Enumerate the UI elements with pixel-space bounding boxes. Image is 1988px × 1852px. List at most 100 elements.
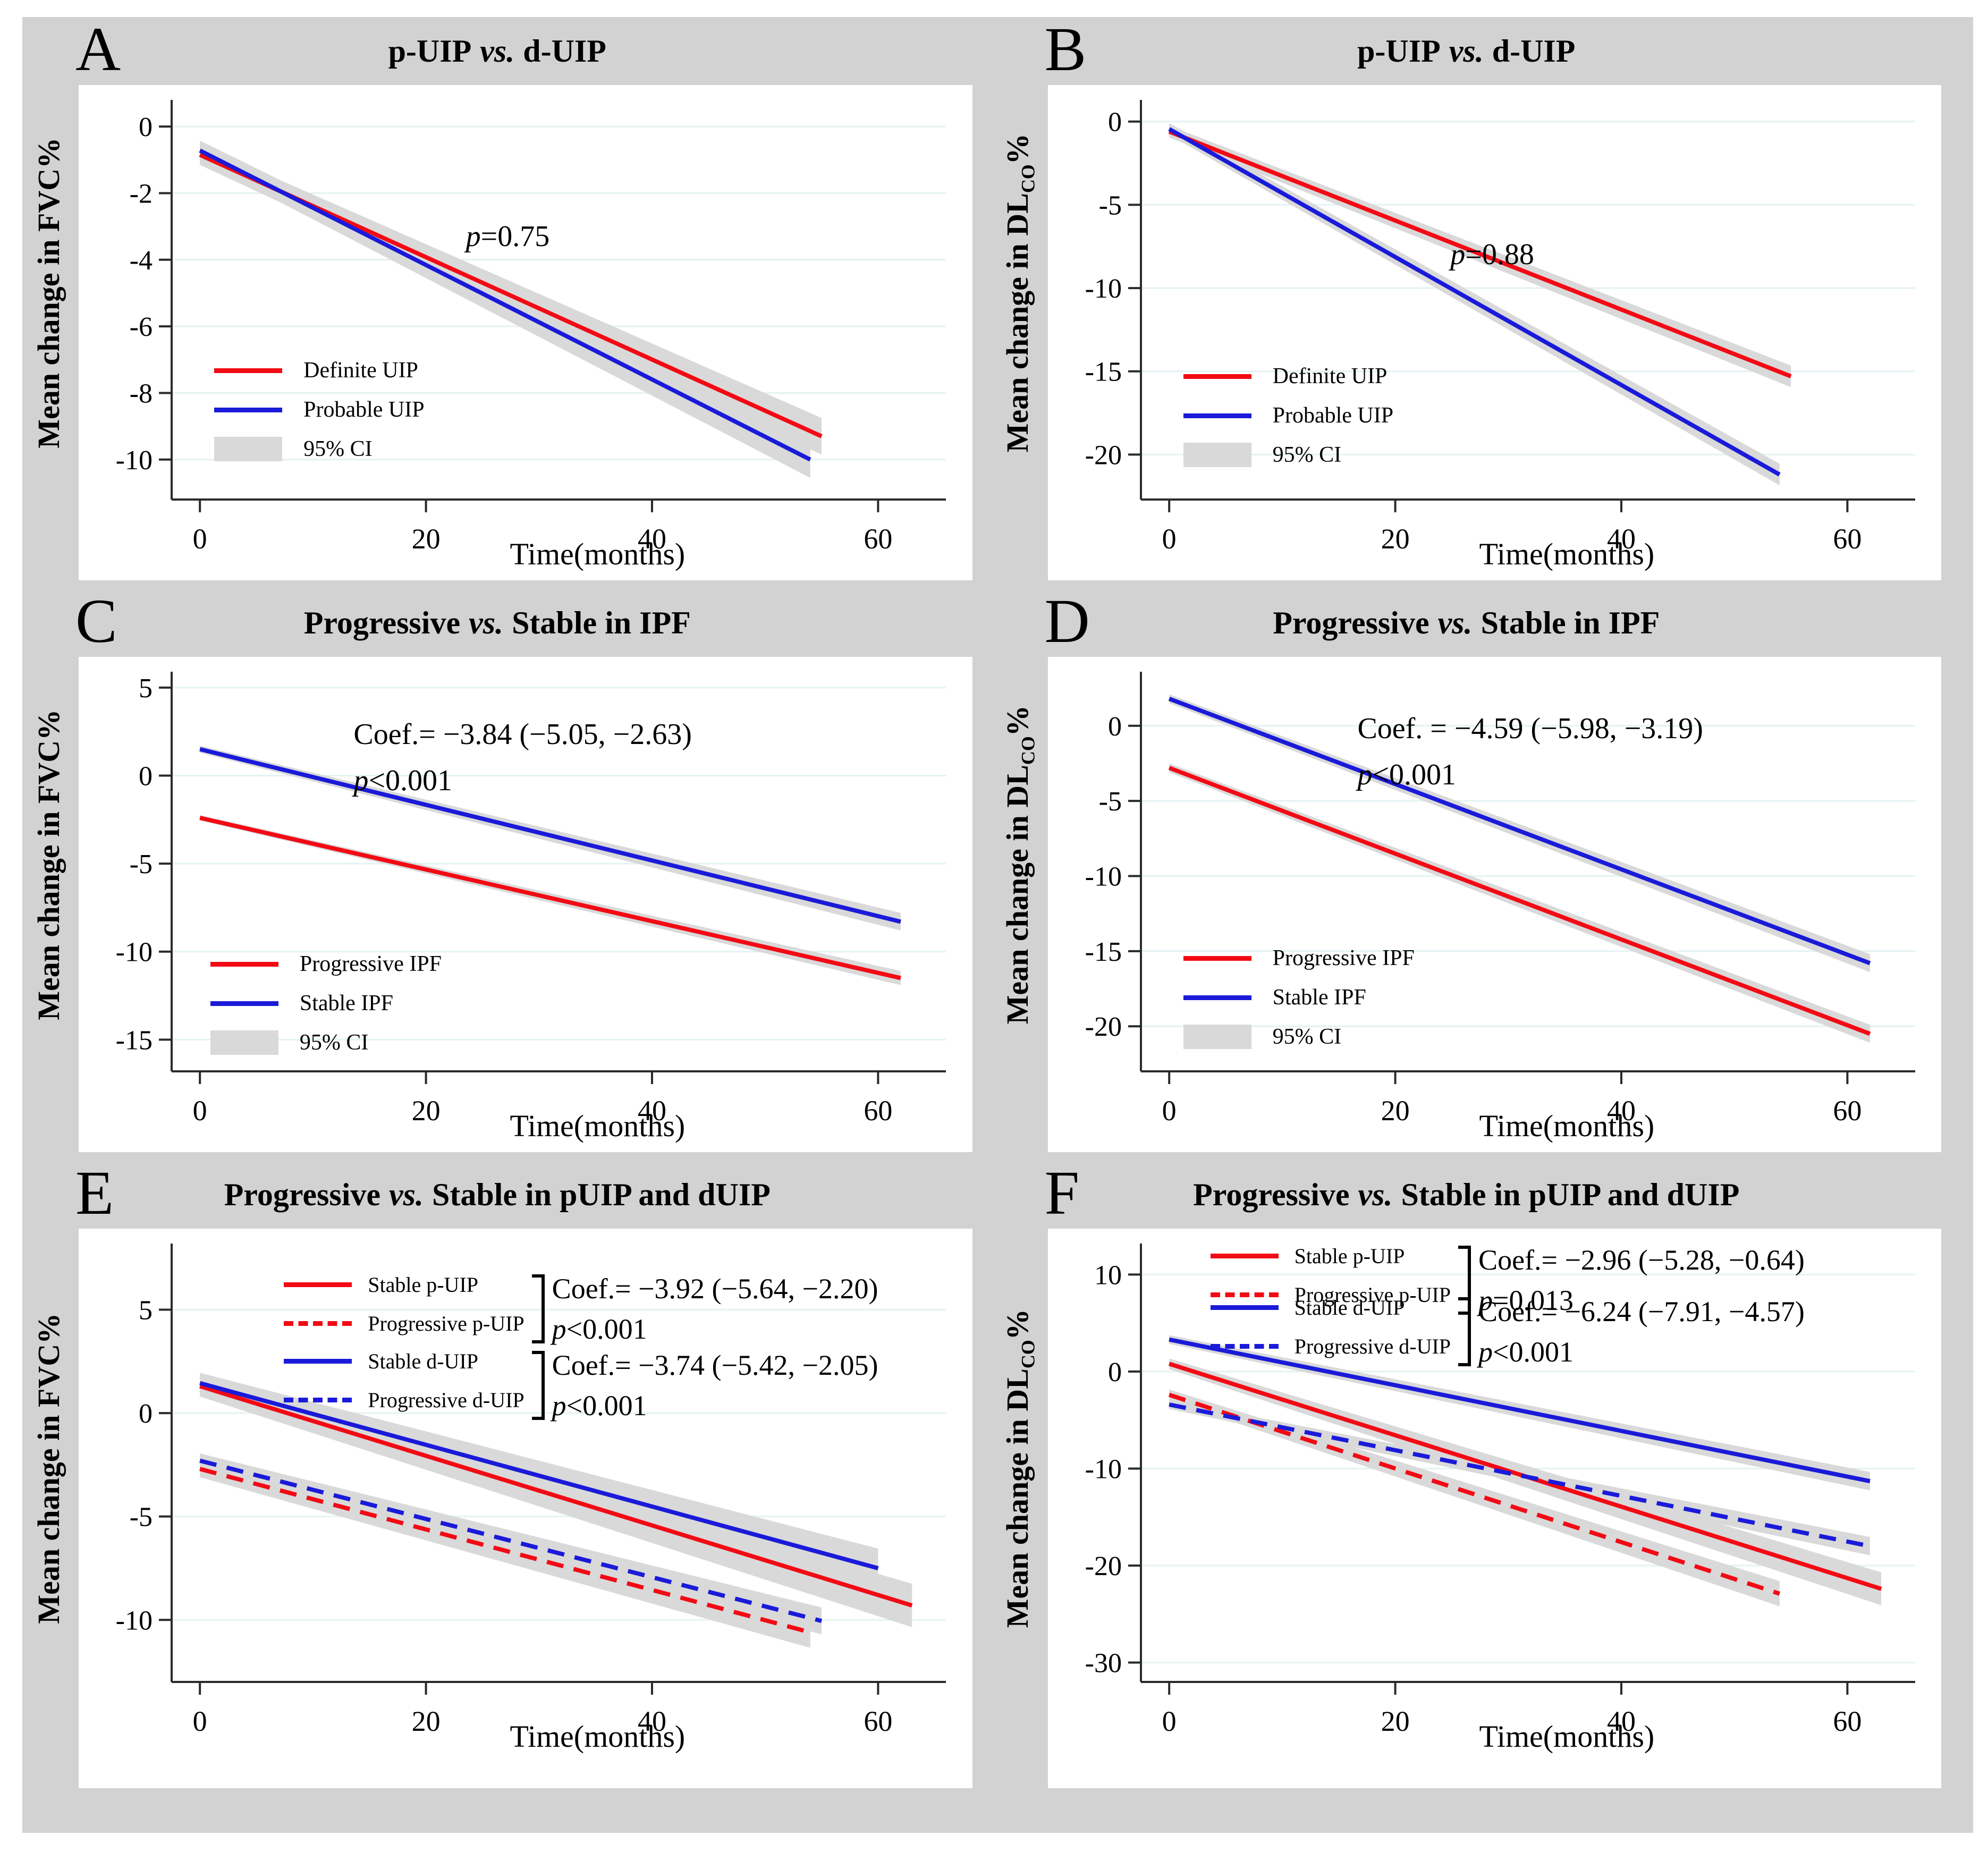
legend: Progressive IPF Stable IPF 95% CI [1183,945,1415,1063]
panel-c-plot: 5 0 -5 -10 -15 0 20 40 60 Time(months) Progressive… [79,657,972,1152]
legend-group-rows: Stable p-UIP Progressive p-UIP [1210,1244,1451,1307]
annotation-line: p<0.001 [552,1389,878,1422]
annotation-line: p=0.88 [1450,232,1534,278]
legend-swatch-definite-uip [214,368,283,373]
legend-swatch-95-ci [1183,1025,1251,1050]
chart-canvas-d: 0 -5 -10 -15 -20 0 20 40 60 Time(months) [1085,672,1915,1143]
legend-item: Probable UIP [1183,403,1393,428]
legend-label: Stable d-UIP [368,1349,479,1373]
y-tick-label: -8 [130,378,153,409]
legend-item: Progressive IPF [1183,945,1415,971]
x-tick-label: 0 [193,1095,207,1127]
panel-title: Progressive vs. Stable in pUIP and dUIP [224,1177,771,1212]
legend-item: Progressive d-UIP [1210,1334,1451,1359]
panel-letter: C [75,586,117,656]
panel-a-body: Mean change in FVC% 0 -2 -4 -6 -8 -10 0 20 40 60 T… [22,85,972,580]
annotation-text: =0.75 [480,220,550,253]
legend: Definite UIP Probable UIP 95% CI [1183,363,1393,481]
legend-swatch-stable-d-uip [1210,1305,1279,1310]
legend-group-1: Stable p-UIP Progressive p-UIP Coef.= −2.9… [1210,1244,1805,1317]
panel-title: p-UIP vs. d-UIP [388,33,606,69]
annotation-line: p<0.001 [552,1313,878,1346]
chart-canvas-e: 5 0 -5 -10 0 20 40 60 Time(months) [116,1244,946,1754]
y-tick-label: -5 [1098,787,1121,817]
annotation-line: p=0.013 [1478,1284,1805,1317]
panel-c: C Progressive vs. Stable in IPF Mean chang… [22,589,972,1152]
legend-item: Stable p-UIP [1210,1244,1451,1269]
y-tick-label: -15 [1085,937,1121,967]
legend-group-rows: Stable d-UIP Progressive d-UIP [1210,1295,1451,1359]
legend-swatch-95-ci [214,437,283,462]
y-tick-label: 5 [139,673,153,704]
y-axis-label-zone: Mean change in DLCO% [992,85,1048,580]
annotation: Coef.= −3.84 (−5.05, −2.63) p<0.001 [353,712,691,804]
y-tick-label: -30 [1085,1648,1121,1678]
annotation-line: Coef.= −2.96 (−5.28, −0.64) [1478,1244,1805,1276]
panel-a-titlebar: A p-UIP vs. d-UIP [22,17,972,85]
annotation-text: Coef.= −3.74 (−5.42, −2.05) [552,1349,878,1381]
annotation-text: <0.001 [566,1390,647,1422]
panel-d: D Progressive vs. Stable in IPF Mean chang… [992,589,1942,1152]
panel-e-plot: 5 0 -5 -10 0 20 40 60 Time(months) Stable p-UIP Pr… [79,1229,972,1788]
legend-item: Definite UIP [214,358,424,383]
annotation-line: p<0.001 [1478,1335,1805,1368]
y-tick-label: -5 [130,1502,153,1533]
x-axis-label: Time(months) [1479,537,1654,571]
panel-d-titlebar: D Progressive vs. Stable in IPF [992,589,1942,657]
x-tick-label: 20 [412,523,441,555]
legend-item: Stable IPF [1183,985,1415,1010]
panel-c-titlebar: C Progressive vs. Stable in IPF [22,589,972,657]
legend-swatch-progressive-d-uip [284,1398,352,1402]
series-line-stable-ipf [199,747,901,924]
annotation-italic: p [353,764,369,797]
legend-swatch-probable-uip [1183,413,1251,418]
annotation: p=0.75 [466,214,550,260]
panel-f-body: Mean change in DLCO% 10 0 -10 -20 -30 0 20 40 60… [992,1229,1941,1788]
x-tick-label: 0 [1162,1705,1176,1737]
annotation-text: Coef.= −3.84 (−5.05, −2.63) [353,718,692,751]
title-vs: vs. [1449,33,1484,69]
series-line-progressive-ipf [199,816,901,980]
legend-label: Stable p-UIP [368,1272,479,1297]
annotation-text: Coef. = −4.59 (−5.98, −3.19) [1357,712,1703,745]
panel-b-plot: 0 -5 -10 -15 -20 0 20 40 60 Time(months) Definite … [1047,85,1941,580]
legend: Progressive IPF Stable IPF 95% CI [210,951,442,1069]
y-tick-label: -5 [1098,190,1121,221]
series-line-probable-uip [1168,127,1781,477]
y-tick-label: -5 [130,849,153,880]
panel-b-titlebar: B p-UIP vs. d-UIP [992,17,1942,85]
panel-e-titlebar: E Progressive vs. Stable in pUIP and dUIP [22,1161,972,1229]
panel-letter: E [75,1158,114,1228]
legend-label: Stable IPF [1272,985,1366,1010]
annotation-italic: p [1478,1284,1493,1316]
annotation-italic: p [1478,1336,1493,1368]
title-vs: vs. [1358,1177,1393,1212]
title-vs: vs. [469,605,504,640]
y-tick-label: 0 [139,1399,153,1429]
legend-item: Progressive IPF [210,951,442,977]
legend-swatch-95-ci [210,1030,278,1055]
legend-label: Probable UIP [303,398,425,422]
annotation-italic: p [466,220,481,253]
panel-a: A p-UIP vs. d-UIP Mean change in FVC% 0 -2 -… [22,17,972,580]
legend-label: Progressive d-UIP [1294,1334,1451,1359]
annotation-text: Coef.= −2.96 (−5.28, −0.64) [1478,1244,1805,1276]
ci-band-progressive-d-uip [1169,1400,1870,1555]
annotation-line: p<0.001 [353,758,691,804]
series-line-progressive-ipf [1168,766,1871,1036]
legend-label: 95% CI [1272,443,1342,468]
legend-label: 95% CI [1272,1025,1342,1050]
panel-c-body: Mean change in FVC% 5 0 -5 -10 -15 0 20 40 60 Tim… [22,657,972,1152]
annotation-italic: p [552,1390,566,1422]
legend-item: Definite UIP [1183,363,1393,389]
panel-a-plot: 0 -2 -4 -6 -8 -10 0 20 40 60 Time(months) Definite … [79,85,972,580]
x-tick-label: 60 [1833,1095,1862,1127]
annotation-text: =0.013 [1493,1284,1574,1316]
x-tick-label: 40 [638,523,666,555]
y-tick-label: -15 [116,1025,153,1055]
ylabel-subscript: CO [1017,164,1039,193]
panel-d-plot: 0 -5 -10 -15 -20 0 20 40 60 Time(months) Progressi… [1047,657,1941,1152]
legend-item: 95% CI [1183,442,1393,468]
x-tick-label: 40 [638,1095,666,1127]
